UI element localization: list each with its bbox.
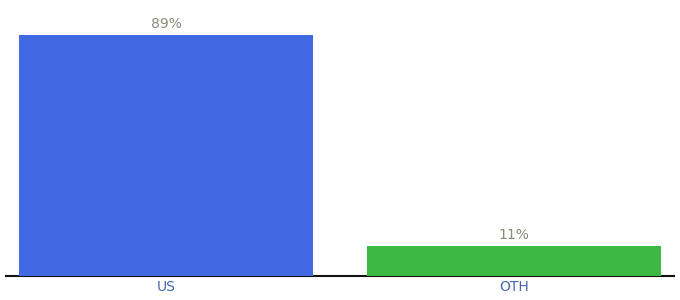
Text: 11%: 11% [498,228,529,242]
Text: 89%: 89% [151,17,182,31]
Bar [367,246,661,276]
Bar [19,35,313,276]
